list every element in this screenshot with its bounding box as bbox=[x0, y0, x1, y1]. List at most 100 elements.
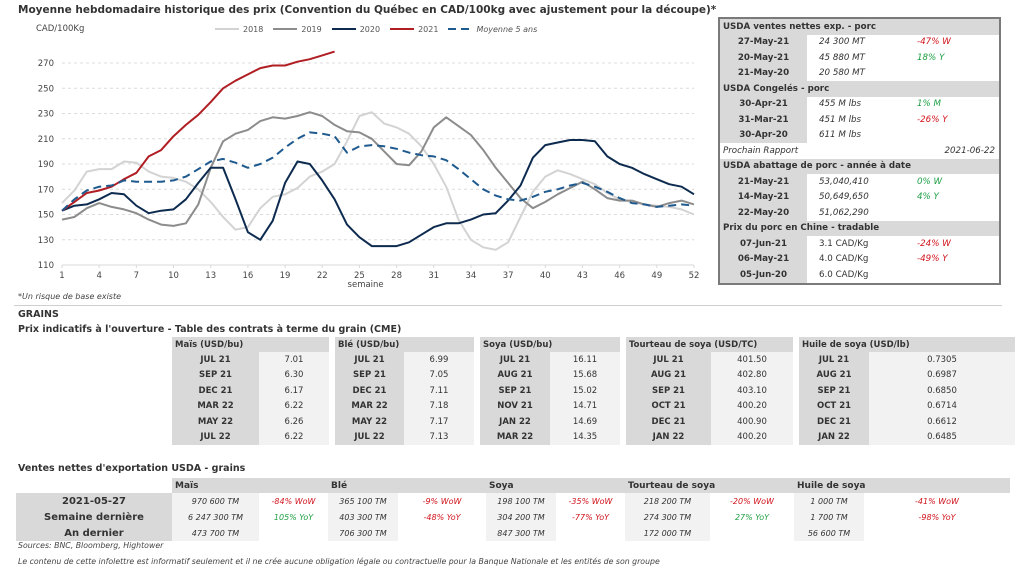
futures-header: Blé (USD/bu) bbox=[335, 337, 474, 352]
export-value: 706 300 TM bbox=[328, 525, 398, 541]
y-tick-label: 110 bbox=[38, 261, 54, 271]
panel-row: 30-Apr-21 455 M lbs 1% M bbox=[720, 96, 999, 112]
contract-price: 6.30 bbox=[259, 367, 329, 383]
next-report-label: Prochain Rapport bbox=[723, 145, 799, 156]
contract-month: DEC 21 bbox=[626, 414, 711, 430]
contract-price: 7.11 bbox=[404, 383, 474, 399]
panel-section-header: USDA Congelés - porc bbox=[720, 81, 999, 97]
panel-change: -49% Y bbox=[917, 254, 948, 265]
panel-change: -47% W bbox=[917, 37, 951, 48]
series-line-2018 bbox=[61, 111, 695, 251]
contract-month: MAR 22 bbox=[335, 398, 404, 414]
y-tick-label: 130 bbox=[38, 236, 54, 246]
contract-month: JUL 21 bbox=[172, 352, 259, 368]
panel-row: 21-May-20 20 580 MT bbox=[720, 65, 999, 81]
y-tick-label: 150 bbox=[38, 211, 54, 221]
futures-column: Soya (USD/bu) JUL 21 16.11 AUG 21 15.68 … bbox=[480, 337, 620, 445]
contract-month: MAR 22 bbox=[172, 398, 259, 414]
futures-column: Blé (USD/bu) JUL 21 6.99 SEP 21 7.05 DEC… bbox=[335, 337, 474, 445]
futures-row: JUL 21 7.01 bbox=[172, 352, 329, 368]
contract-price: 7.18 bbox=[404, 398, 474, 414]
y-tick-label: 230 bbox=[38, 110, 54, 120]
export-value: 1 700 TM bbox=[794, 509, 864, 525]
contract-month: AUG 21 bbox=[799, 367, 869, 383]
section-label-grains: GRAINS bbox=[18, 309, 59, 320]
panel-row: 27-May-21 24 300 MT -47% W bbox=[720, 34, 999, 50]
contract-price: 16.11 bbox=[550, 352, 620, 368]
export-value: 304 200 TM bbox=[486, 509, 556, 525]
contract-price: 6.22 bbox=[259, 398, 329, 414]
contract-month: JUL 21 bbox=[799, 352, 869, 368]
export-change: -20% WoW bbox=[730, 496, 774, 506]
x-tick-label: 7 bbox=[134, 271, 139, 281]
series-line-2020 bbox=[61, 139, 695, 248]
export-change: -77% YoY bbox=[572, 512, 609, 522]
futures-header: Soya (USD/bu) bbox=[480, 337, 620, 352]
export-change: -41% WoW bbox=[915, 496, 959, 506]
contract-month: MAY 22 bbox=[335, 414, 404, 430]
contract-price: 7.17 bbox=[404, 414, 474, 430]
panel-row: 21-May-21 53,040,410 0% W bbox=[720, 174, 999, 190]
panel-value: 4.0 CAD/Kg bbox=[819, 254, 869, 265]
x-tick-label: 31 bbox=[428, 271, 439, 281]
contract-month: AUG 21 bbox=[480, 367, 550, 383]
futures-row: JUL 22 6.22 bbox=[172, 429, 329, 445]
export-change bbox=[710, 525, 794, 541]
panel-change: -26% Y bbox=[917, 114, 948, 125]
contract-price: 400.20 bbox=[711, 398, 793, 414]
panel-section-header: USDA abattage de porc - année à date bbox=[720, 158, 999, 174]
panel-date: 30-Apr-20 bbox=[720, 127, 807, 143]
y-axis-label: CAD/100Kg bbox=[36, 24, 85, 34]
export-row-label: An dernier bbox=[16, 525, 172, 541]
contract-price: 15.02 bbox=[550, 383, 620, 399]
panel-date: 07-Jun-21 bbox=[720, 236, 807, 252]
contract-month: JAN 22 bbox=[799, 429, 869, 445]
export-value: 6 247 300 TM bbox=[172, 509, 259, 525]
contract-month: JAN 22 bbox=[480, 414, 550, 430]
futures-row: MAR 22 7.18 bbox=[335, 398, 474, 414]
export-change bbox=[864, 525, 1010, 541]
panel-section-header: USDA ventes nettes exp. - porc bbox=[720, 19, 999, 35]
futures-row: DEC 21 400.90 bbox=[626, 414, 793, 430]
x-tick-label: 13 bbox=[205, 271, 216, 281]
futures-row: JAN 22 400.20 bbox=[626, 429, 793, 445]
export-change: -98% YoY bbox=[918, 512, 956, 522]
x-tick-label: 19 bbox=[280, 271, 291, 281]
series-line-moyenne-5-ans bbox=[61, 131, 695, 212]
legend-swatch bbox=[273, 28, 298, 30]
export-change bbox=[398, 525, 486, 541]
panel-date: 20-May-21 bbox=[720, 50, 807, 66]
contract-month: NOV 21 bbox=[480, 398, 550, 414]
panel-change: 0% W bbox=[917, 176, 943, 187]
disclaimer: Le contenu de cette infolettre est infor… bbox=[18, 557, 660, 566]
x-tick-label: 49 bbox=[651, 271, 662, 281]
contract-price: 0.6485 bbox=[869, 429, 1015, 445]
futures-row: SEP 21 403.10 bbox=[626, 383, 793, 399]
x-tick-label: 10 bbox=[168, 271, 179, 281]
panel-date: 06-May-21 bbox=[720, 251, 807, 267]
futures-title: Prix indicatifs à l'ouverture - Table de… bbox=[18, 324, 402, 335]
contract-price: 7.13 bbox=[404, 429, 474, 445]
legend-label: 2019 bbox=[301, 24, 322, 34]
panel-date: 31-Mar-21 bbox=[720, 112, 807, 128]
panel-value: 455 M lbs bbox=[819, 99, 862, 110]
export-header: Maïs bbox=[172, 478, 328, 493]
futures-row: JUL 21 401.50 bbox=[626, 352, 793, 368]
x-tick-label: 46 bbox=[614, 271, 625, 281]
next-report-date: 2021-06-22 bbox=[944, 145, 996, 156]
panel-row: 14-May-21 50,649,650 4% Y bbox=[720, 189, 999, 205]
x-tick-label: 25 bbox=[354, 271, 365, 281]
panel-value: 451 M lbs bbox=[819, 114, 862, 125]
export-header: Soya bbox=[486, 478, 625, 493]
legend-item-2021: 2021 bbox=[390, 25, 438, 34]
panel-date: 21-May-21 bbox=[720, 174, 807, 190]
contract-price: 6.26 bbox=[259, 414, 329, 430]
export-change: -84% WoW bbox=[271, 496, 316, 506]
legend-label: 2021 bbox=[418, 24, 439, 34]
contract-month: JAN 22 bbox=[626, 429, 711, 445]
export-change: -48% YoY bbox=[423, 512, 461, 522]
futures-row: MAR 22 14.35 bbox=[480, 429, 620, 445]
futures-row: JAN 22 0.6485 bbox=[799, 429, 1015, 445]
futures-row: JUL 21 16.11 bbox=[480, 352, 620, 368]
contract-month: MAY 22 bbox=[172, 414, 259, 430]
